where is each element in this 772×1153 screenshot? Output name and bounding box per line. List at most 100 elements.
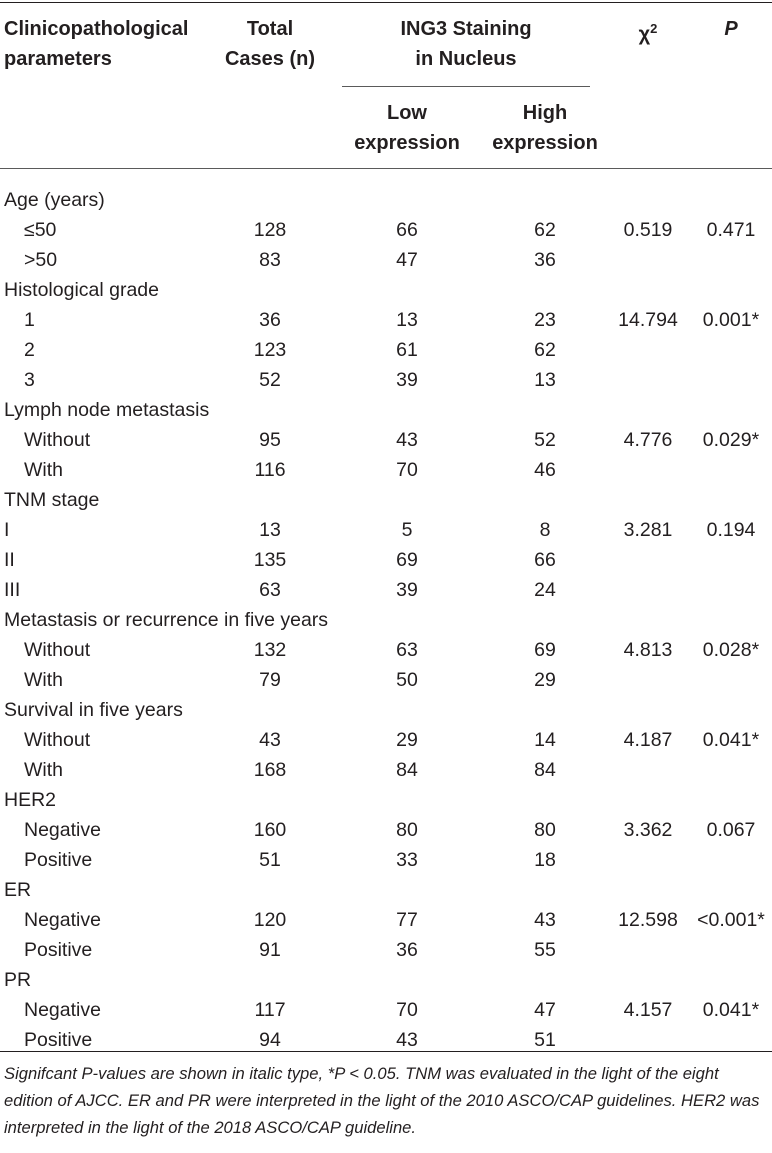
row-low: 33	[396, 849, 418, 871]
row-chi-square	[596, 275, 700, 305]
top-rule	[0, 2, 772, 3]
row-param: 3	[24, 369, 35, 391]
row-chi-square	[596, 545, 700, 575]
row-chi-square	[596, 455, 700, 485]
row-low: 66	[396, 219, 418, 241]
header-low-line2: expression	[354, 132, 460, 154]
row-high: 62	[534, 339, 556, 361]
row-chi-square	[596, 875, 700, 905]
row-chi-square	[596, 935, 700, 965]
row-p-value: 0.194	[706, 519, 756, 541]
row-param: Age (years)	[4, 189, 105, 211]
row-low	[342, 785, 472, 815]
row-param: ER	[4, 879, 32, 901]
header-p: P	[690, 14, 772, 44]
header-bottom-rule	[0, 168, 772, 169]
row-high	[475, 785, 615, 815]
row-p-value: 0.029*	[702, 429, 760, 451]
row-param: PR	[4, 969, 32, 991]
row-p-value	[690, 695, 772, 725]
row-p-value	[690, 935, 772, 965]
row-param: Lymph node metastasis	[4, 399, 210, 421]
row-param: TNM stage	[4, 489, 100, 511]
row-chi-square: 14.794	[618, 309, 678, 331]
row-high: 43	[534, 909, 556, 931]
row-low	[342, 875, 472, 905]
header-total-line1: Total	[246, 18, 294, 40]
row-param: I	[4, 519, 10, 541]
row-p-value	[690, 605, 772, 635]
row-param: Histological grade	[4, 279, 160, 301]
row-low: 70	[396, 459, 418, 481]
row-high: 14	[534, 729, 556, 751]
row-param: With	[24, 459, 63, 481]
row-total: 63	[259, 579, 281, 601]
row-low: 80	[396, 819, 418, 841]
staining-subheader-rule	[342, 86, 590, 87]
table-footnote: Signifcant P-values are shown in italic …	[4, 1064, 760, 1137]
row-total: 51	[259, 849, 281, 871]
row-chi-square	[596, 485, 700, 515]
row-low: 36	[396, 939, 418, 961]
row-p-value	[690, 365, 772, 395]
row-total	[215, 695, 325, 725]
row-p-value	[690, 395, 772, 425]
row-high: 62	[534, 219, 556, 241]
header-staining-line1: ING3 Staining	[400, 18, 532, 40]
row-low: 77	[396, 909, 418, 931]
row-chi-square: 3.281	[623, 519, 673, 541]
row-p-value	[690, 275, 772, 305]
row-param: Negative	[24, 909, 101, 931]
row-low: 69	[396, 549, 418, 571]
row-param: Negative	[24, 999, 101, 1021]
row-high: 46	[534, 459, 556, 481]
header-param-line1: Clinicopathological	[4, 18, 189, 40]
row-p-value: 0.041*	[702, 999, 760, 1021]
row-p-value: 0.028*	[702, 639, 760, 661]
row-p-value	[690, 1025, 772, 1055]
row-chi-square: 3.362	[623, 819, 673, 841]
row-high: 8	[539, 519, 551, 541]
row-total: 91	[259, 939, 281, 961]
row-param: ≤50	[24, 219, 57, 241]
row-high	[475, 875, 615, 905]
row-total: 13	[259, 519, 281, 541]
row-total: 120	[253, 909, 287, 931]
header-param: Clinicopathological parameters	[4, 14, 188, 74]
row-param: Without	[24, 729, 91, 751]
row-total: 160	[253, 819, 287, 841]
row-param: >50	[24, 249, 58, 271]
row-total	[215, 875, 325, 905]
row-high	[475, 485, 615, 515]
row-high: 23	[534, 309, 556, 331]
row-low: 47	[396, 249, 418, 271]
row-total	[215, 785, 325, 815]
header-staining-line2: in Nucleus	[415, 48, 517, 70]
row-low: 50	[396, 669, 418, 691]
row-param: Positive	[24, 849, 93, 871]
row-param: Negative	[24, 819, 101, 841]
row-low: 84	[396, 759, 418, 781]
row-total	[215, 395, 325, 425]
row-chi-square	[596, 605, 700, 635]
row-param: With	[24, 759, 63, 781]
row-total: 95	[259, 429, 281, 451]
row-total	[215, 605, 325, 635]
header-low-line1: Low	[387, 102, 427, 124]
row-low	[342, 275, 472, 305]
row-total: 128	[253, 219, 287, 241]
row-high: 47	[534, 999, 556, 1021]
row-param: With	[24, 669, 63, 691]
row-total	[215, 485, 325, 515]
row-param: III	[4, 579, 21, 601]
row-p-value: 0.067	[706, 819, 756, 841]
row-high	[475, 395, 615, 425]
row-p-value: <0.001*	[697, 909, 765, 931]
row-total: 116	[254, 459, 286, 481]
row-chi-square	[596, 185, 700, 215]
row-high: 69	[534, 639, 556, 661]
header-staining: ING3 Staining in Nucleus	[342, 14, 590, 74]
row-high: 24	[534, 579, 556, 601]
row-high: 29	[534, 669, 556, 691]
chi-symbol: χ	[638, 23, 651, 46]
